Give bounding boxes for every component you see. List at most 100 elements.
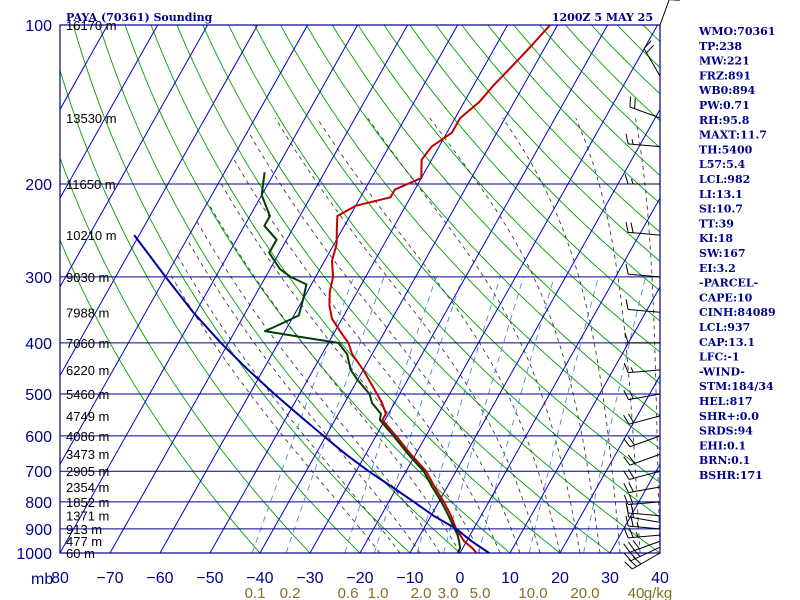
mixing-ratio-line — [285, 276, 385, 553]
temperature-tick-label: −30 — [296, 570, 323, 587]
moist-adiabat-line — [233, 159, 501, 553]
dry-adiabat-line — [785, 13, 800, 564]
height-label: 1852 m — [66, 495, 109, 510]
index-entry: -WIND- — [699, 365, 745, 378]
index-entry: HEL:817 — [699, 395, 753, 408]
wind-barb — [623, 469, 661, 480]
wind-barb — [623, 540, 661, 553]
index-entry: WMO:70361 — [698, 25, 775, 38]
mixing-ratio-label: 20.0 — [570, 585, 599, 600]
height-label: 913 m — [66, 522, 102, 537]
wind-barb — [625, 515, 661, 530]
temperature-tick-label: −70 — [96, 570, 123, 587]
mixing-ratio-label: 0.6 — [338, 585, 359, 600]
dry-adiabat-line — [176, 25, 611, 553]
mixing-ratio-label: g/kg — [644, 585, 672, 600]
index-entry: PW:0.71 — [699, 99, 750, 112]
mixing-ratio-line — [373, 276, 463, 553]
index-entry: STM:184/34 — [699, 380, 774, 393]
isotherm-line — [60, 25, 309, 466]
index-entry: L57:5.4 — [699, 158, 746, 171]
wind-barb — [623, 482, 661, 494]
pressure-tick-label: 900 — [25, 522, 52, 539]
temperature-tick-label: 30 — [601, 570, 619, 587]
temperature-tick-label: −20 — [346, 570, 373, 587]
height-label: 13530 m — [66, 111, 117, 126]
dry-adiabat-line — [228, 25, 660, 519]
isotherm-line — [409, 108, 660, 553]
wind-barb — [623, 390, 661, 401]
dry-adiabat-line — [357, 25, 660, 353]
moist-adiabat-line — [367, 117, 581, 553]
moist-adiabat-line — [429, 117, 601, 553]
index-entry: EI:3.2 — [699, 262, 736, 275]
isotherm-line — [359, 25, 659, 553]
mixing-ratio-line — [528, 276, 599, 553]
observation-time: 1200Z 5 MAY 25 — [552, 11, 653, 24]
dry-adiabat-line — [331, 25, 660, 385]
height-label: 6220 m — [66, 363, 109, 378]
moist-adiabat-line — [316, 117, 561, 553]
height-label: 2354 m — [66, 480, 109, 495]
moist-adiabat-line — [168, 272, 381, 553]
index-entry: RH:95.8 — [699, 114, 750, 127]
wind-barb — [623, 453, 661, 466]
frame-border — [59, 24, 661, 554]
index-entry: CAPE:10 — [699, 291, 753, 304]
isotherm-line — [0, 25, 8, 553]
dry-adiabat-line — [202, 25, 660, 553]
mixing-ratio-label: 10.0 — [518, 585, 547, 600]
isotherm-line — [509, 285, 660, 553]
index-entry: LI:13.1 — [699, 188, 743, 201]
wind-barb — [625, 133, 661, 148]
isotherm-line — [60, 25, 259, 377]
wind-barb — [623, 494, 661, 506]
wind-barb — [625, 221, 661, 236]
height-label: 7988 m — [66, 305, 109, 320]
index-entry: CAP:13.1 — [699, 336, 755, 349]
index-entry: MW:221 — [699, 55, 750, 68]
temperature-trace — [328, 25, 551, 553]
wind-barb — [623, 435, 661, 448]
height-label: 5460 m — [66, 387, 109, 402]
wind-barb — [623, 362, 661, 374]
height-label: 60 m — [66, 546, 95, 561]
isotherm-line — [159, 25, 459, 553]
moist-adiabat-line — [575, 117, 641, 553]
wind-barb — [623, 527, 661, 539]
dry-adiabat-line — [60, 239, 261, 553]
dry-adiabat-line — [409, 25, 660, 292]
isotherm-line — [209, 25, 509, 553]
temperature-tick-label: −10 — [396, 570, 423, 587]
sounding-traces — [133, 25, 551, 553]
temperature-tick-label: −60 — [146, 570, 173, 587]
index-entry: LCL:937 — [699, 321, 750, 334]
height-label: 3473 m — [66, 447, 109, 462]
moist-adiabat-line — [196, 221, 441, 553]
mixing-ratio-label: 5.0 — [470, 585, 491, 600]
pressure-unit-label: mb — [31, 571, 53, 588]
index-entry: SI:10.7 — [699, 203, 743, 216]
wind-barb — [623, 413, 661, 425]
wind-barb — [625, 502, 661, 517]
index-entry: LFC:-1 — [699, 351, 740, 364]
isotherm-line — [309, 25, 609, 553]
pressure-tick-label: 300 — [25, 270, 52, 287]
mixing-ratio-line — [443, 276, 524, 553]
height-label: 11650 m — [66, 177, 116, 192]
dry-adiabat-line — [759, 13, 800, 564]
wind-barb — [623, 546, 661, 562]
temperature-tick-label: 20 — [551, 570, 569, 587]
index-entry: WB0:894 — [698, 84, 756, 97]
moist-adiabat-line — [177, 255, 401, 553]
height-label: 1371 m — [66, 509, 109, 524]
index-entry: TP:238 — [699, 40, 742, 53]
wind-barb — [625, 299, 661, 313]
parcel-path-trace — [133, 234, 491, 553]
mixing-ratio-line — [583, 276, 647, 553]
pressure-tick-label: 500 — [25, 387, 52, 404]
temperature-tick-label: −40 — [246, 570, 273, 587]
index-entry: BRN:0.1 — [699, 454, 750, 467]
